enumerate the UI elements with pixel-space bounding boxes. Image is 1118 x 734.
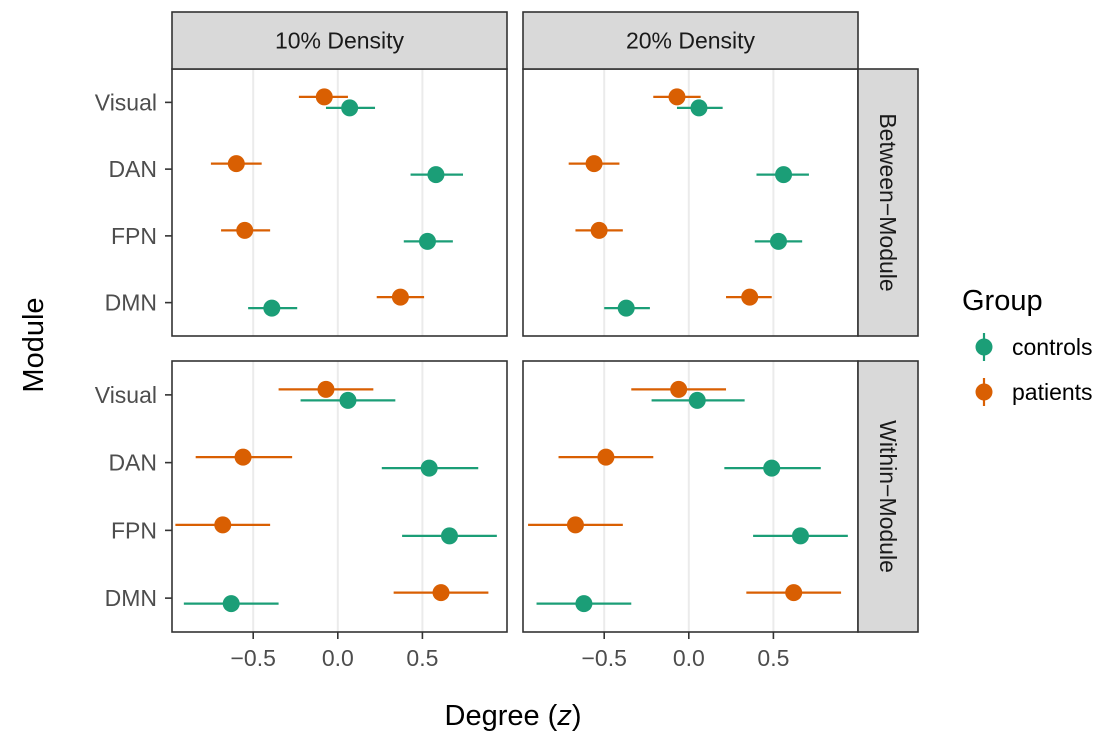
legend-key-point [975, 338, 993, 356]
panels-layer [171, 68, 859, 633]
point-controls-fpn [440, 527, 458, 545]
point-patients-dmn [741, 288, 759, 306]
point-controls-dan [775, 166, 793, 184]
panel-20-density-within-module [522, 360, 859, 633]
point-controls-fpn [418, 232, 436, 250]
x-tick-label: 0.5 [406, 645, 438, 671]
x-axis: −0.5 0.0 0.5 −0.5 0.0 0.5 [231, 632, 789, 671]
row-strip-label: Within−Module [875, 420, 901, 573]
panel-background [523, 361, 858, 632]
point-patients-visual [670, 380, 688, 398]
point-controls-fpn [791, 527, 809, 545]
point-controls-dan [763, 459, 781, 477]
point-controls-fpn [769, 232, 787, 250]
x-tick-label: −0.5 [582, 645, 627, 671]
point-controls-dmn [617, 299, 635, 317]
point-patients-dmn [432, 584, 450, 602]
panel-background [523, 69, 858, 336]
x-tick-label: 0.0 [322, 645, 354, 671]
y-tick-label-dan: DAN [108, 156, 157, 182]
panel-10-density-between-module [171, 68, 508, 337]
legend-entry-patients: patients [975, 378, 1093, 406]
row-strip-between-module [857, 68, 919, 337]
panel-20-density-between-module [522, 68, 859, 337]
point-patients-dan [597, 448, 615, 466]
panel-border [171, 360, 508, 633]
point-controls-visual [339, 391, 357, 409]
x-tick-label: −0.5 [231, 645, 276, 671]
panel-background [172, 69, 507, 336]
y-tick-label-fpn: FPN [111, 223, 157, 249]
col-strip-10-density [171, 11, 508, 70]
col-strip-label: 20% Density [626, 28, 756, 54]
point-patients-visual [668, 88, 686, 106]
y-tick-label-visual: Visual [95, 382, 157, 408]
y-tick-label-fpn: FPN [111, 517, 157, 543]
x-tick-label: 0.0 [673, 645, 705, 671]
x-axis-title: Degree (z) [445, 700, 582, 732]
x-axis-title-variable: z [556, 700, 572, 732]
point-controls-dan [420, 459, 438, 477]
y-axis-title: Module [18, 297, 50, 392]
point-controls-dmn [222, 595, 240, 613]
point-patients-dan [227, 155, 245, 173]
point-controls-visual [341, 99, 359, 117]
point-patients-dmn [785, 584, 803, 602]
point-patients-fpn [214, 516, 232, 534]
panel-10-density-within-module [171, 360, 508, 633]
row-strip-within-module [857, 360, 919, 633]
x-tick-label: 0.5 [757, 645, 789, 671]
row-strip-label: Between−Module [875, 113, 901, 291]
point-controls-visual [690, 99, 708, 117]
y-tick-label-dan: DAN [108, 450, 157, 476]
point-controls-dmn [575, 595, 593, 613]
point-controls-visual [688, 391, 706, 409]
col-strip-label: 10% Density [275, 28, 405, 54]
panel-background [172, 361, 507, 632]
legend-key-point [975, 383, 993, 401]
point-patients-dan [585, 155, 603, 173]
legend: Group controls patients [962, 285, 1093, 406]
legend-label: controls [1012, 334, 1093, 360]
col-strip-20-density [522, 11, 859, 70]
point-patients-fpn [566, 516, 584, 534]
point-patients-visual [317, 380, 335, 398]
point-patients-visual [315, 88, 333, 106]
point-patients-dmn [391, 288, 409, 306]
y-tick-label-dmn: DMN [105, 585, 157, 611]
point-patients-fpn [590, 221, 608, 239]
legend-entry-controls: controls [975, 333, 1093, 361]
legend-label: patients [1012, 379, 1093, 405]
point-controls-dan [427, 166, 445, 184]
facet-strips: 10% Density 20% Density Between−Module With… [171, 11, 919, 633]
point-patients-fpn [236, 221, 254, 239]
point-controls-dmn [263, 299, 281, 317]
y-tick-label-visual: Visual [95, 89, 157, 115]
legend-title: Group [962, 285, 1043, 317]
point-patients-dan [234, 448, 252, 466]
y-tick-label-dmn: DMN [105, 290, 157, 316]
y-axis: Visual DAN FPN DMN Visual DAN FPN DMN [95, 89, 172, 611]
